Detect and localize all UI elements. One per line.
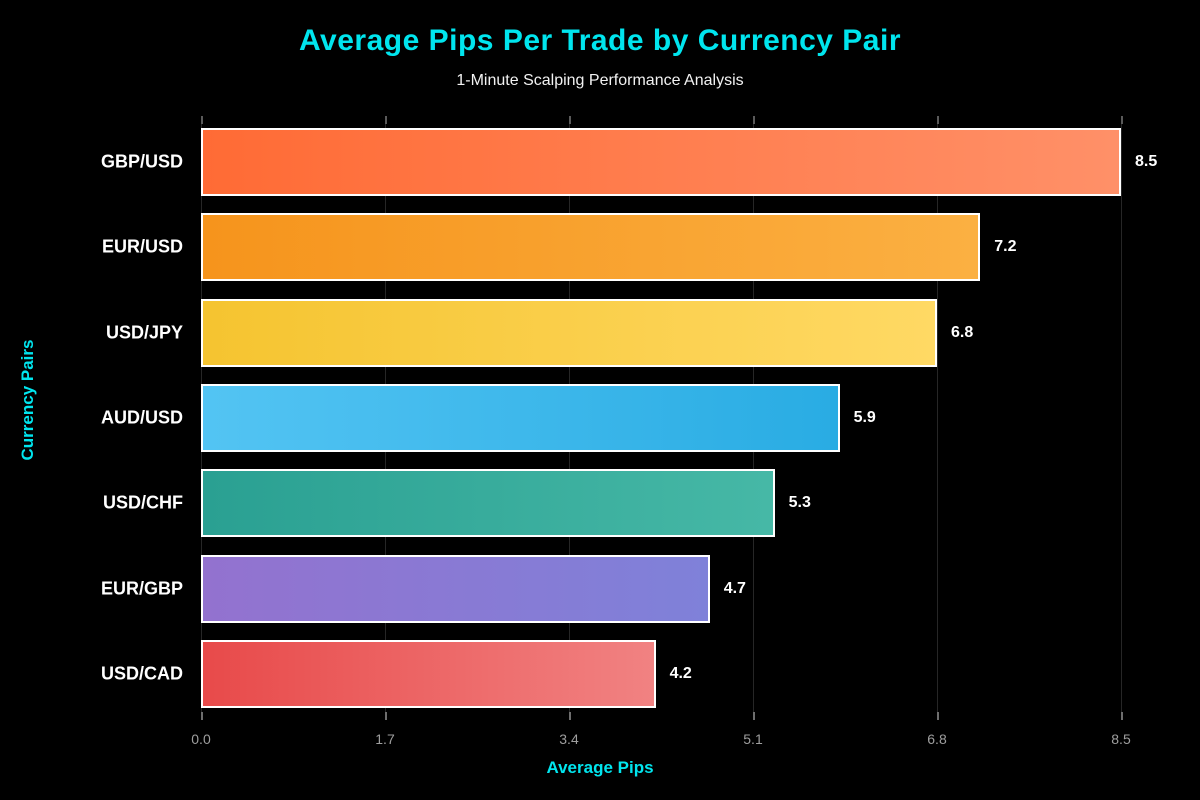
chart-subtitle: 1-Minute Scalping Performance Analysis <box>456 72 744 89</box>
x-tick-mark-top <box>752 116 755 124</box>
x-tick-label: 0.0 <box>191 731 211 747</box>
bar-row: AUD/USD 5.9 <box>101 375 1121 460</box>
x-tick-mark-top <box>568 116 571 124</box>
y-axis-title: Currency Pairs <box>18 339 37 461</box>
x-tick-label: 1.7 <box>375 731 395 747</box>
x-tick-mark <box>200 712 203 720</box>
value-label: 8.5 <box>1135 152 1158 170</box>
x-tick-label: 5.1 <box>743 731 763 747</box>
x-tick-mark <box>1120 712 1123 720</box>
category-label: EUR/GBP <box>100 578 183 599</box>
bar-row: USD/CAD 4.2 <box>101 632 1121 717</box>
value-label: 6.8 <box>951 323 974 341</box>
x-tick-mark <box>384 712 387 720</box>
category-label: USD/CAD <box>100 663 183 684</box>
bar-row: USD/JPY 6.8 <box>106 290 1121 375</box>
bar-gbp-usd <box>201 127 1121 196</box>
value-label: 5.9 <box>853 408 876 426</box>
bar-row: EUR/USD 7.2 <box>102 204 1121 289</box>
value-label: 4.7 <box>723 579 746 597</box>
value-label: 5.3 <box>788 494 811 512</box>
category-label: USD/JPY <box>105 322 183 343</box>
bar-aud-usd <box>201 383 840 452</box>
bar-eur-gbp <box>201 554 710 623</box>
bar-row: EUR/GBP 4.7 <box>101 546 1121 631</box>
category-label: GBP/USD <box>100 151 183 172</box>
bar-usd-cad <box>201 640 656 709</box>
x-tick-mark <box>568 712 571 720</box>
bar-usd-chf <box>201 469 775 538</box>
x-tick-mark-top <box>1120 116 1123 124</box>
x-tick-mark-top <box>200 116 203 124</box>
x-tick-label: 8.5 <box>1111 731 1131 747</box>
chart-title: Average Pips Per Trade by Currency Pair <box>299 24 901 57</box>
value-label: 7.2 <box>994 238 1017 256</box>
chart-header: Average Pips Per Trade by Currency Pair … <box>0 0 1200 90</box>
x-tick-mark-top <box>384 116 387 124</box>
x-tick-mark <box>752 712 755 720</box>
bar-row: USD/CHF 5.3 <box>103 461 1121 546</box>
gridline <box>937 119 938 717</box>
category-label: AUD/USD <box>100 407 183 428</box>
value-label: 4.2 <box>669 665 692 683</box>
bar-usd-jpy <box>201 298 937 367</box>
x-tick-label: 3.4 <box>559 731 579 747</box>
plot-area: 0.0 1.7 3.4 5.1 6.8 8.5 GBP/USD 8.5 EUR/USD 7.2 US… <box>101 116 1157 747</box>
x-tick-mark-top <box>936 116 939 124</box>
category-label: USD/CHF <box>103 492 183 513</box>
category-label: EUR/USD <box>101 236 183 257</box>
x-axis-title: Average Pips <box>546 758 654 777</box>
gridline <box>1121 119 1122 717</box>
bar-eur-usd <box>201 213 981 282</box>
x-tick-label: 6.8 <box>927 731 947 747</box>
bar-row: GBP/USD 8.5 <box>101 119 1157 204</box>
x-tick-mark <box>936 712 939 720</box>
